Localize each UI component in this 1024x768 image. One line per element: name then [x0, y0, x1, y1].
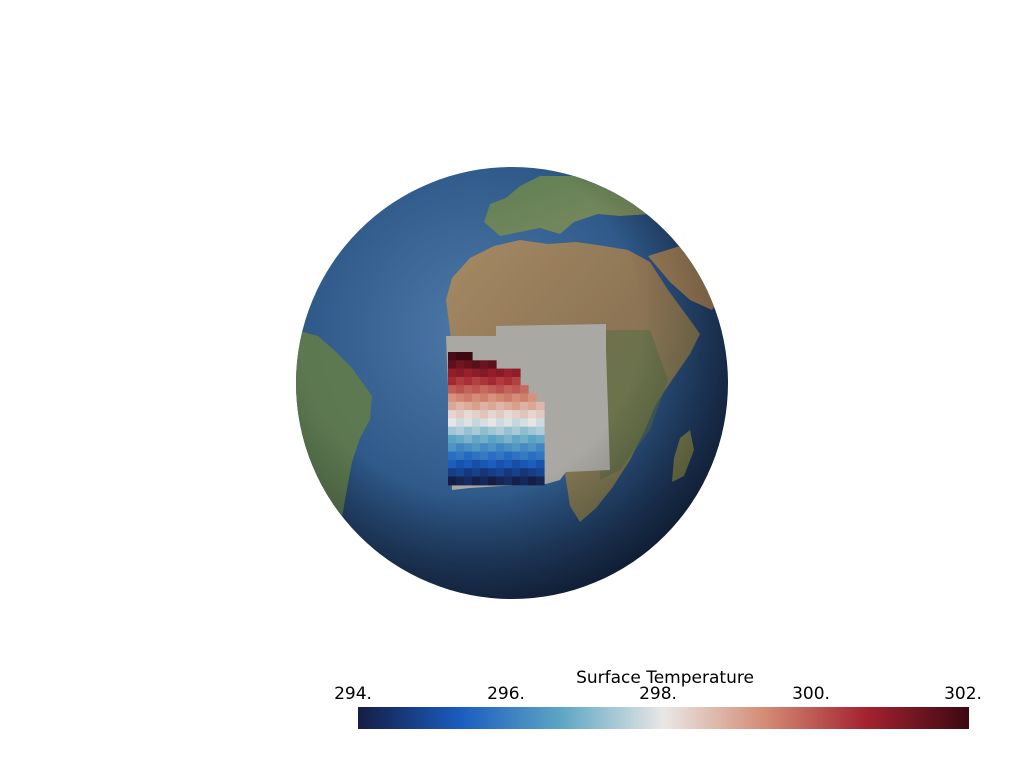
colorbar-title: Surface Temperature: [576, 668, 754, 688]
colorbar-tick-300: 300.: [792, 684, 830, 704]
colorbar-tick-296: 296.: [487, 684, 525, 704]
colorbar-tick-298: 298.: [639, 684, 677, 704]
globe-shading: [296, 167, 728, 599]
colorbar-tick-294: 294.: [334, 684, 372, 704]
colorbar-gradient: [358, 707, 969, 729]
colorbar-tick-302: 302.: [944, 684, 982, 704]
